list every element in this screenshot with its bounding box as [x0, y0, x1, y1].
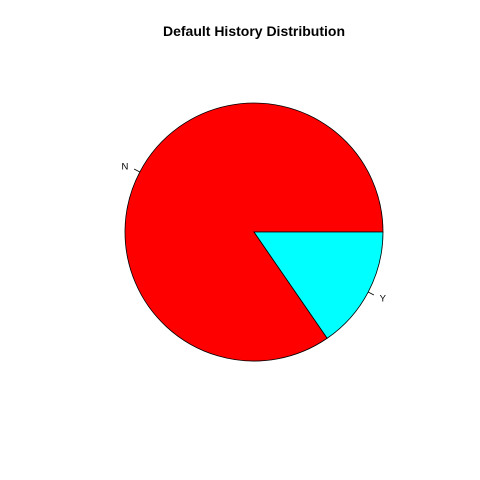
pie-label-tick-n	[133, 168, 140, 173]
pie-label-y: Y	[380, 294, 387, 305]
chart-title: Default History Distribution	[163, 23, 345, 39]
pie-labels: NY	[122, 162, 387, 305]
pie-label-tick-y	[368, 291, 375, 296]
pie-label-n: N	[122, 162, 129, 173]
pie-slices	[124, 102, 384, 362]
